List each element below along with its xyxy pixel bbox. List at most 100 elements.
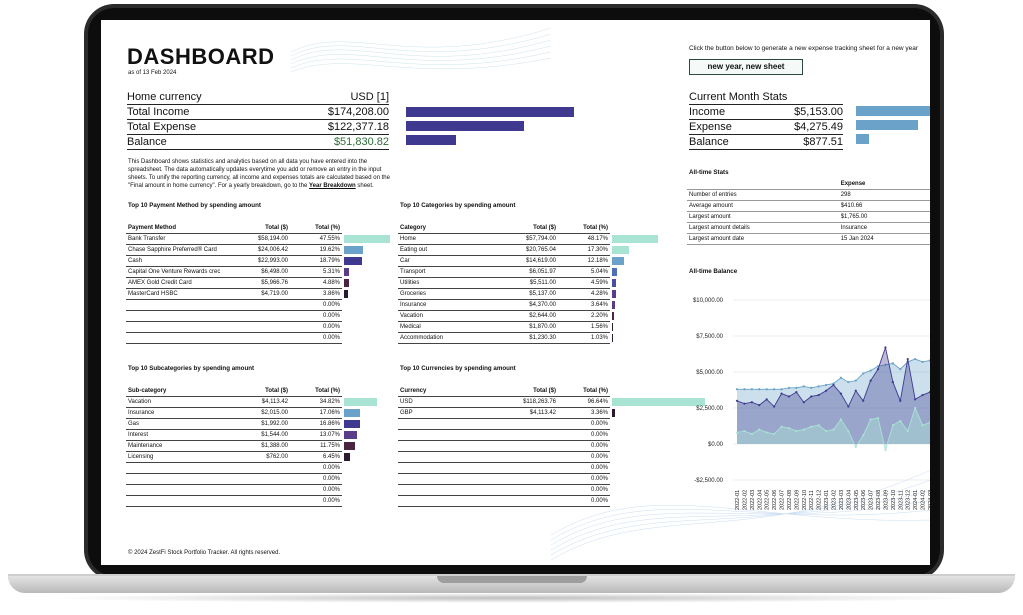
table-cell[interactable]: 0.00% [290,299,342,311]
table-cell[interactable]: Bank Transfer [126,233,248,245]
table-cell[interactable]: 0.00% [558,495,610,507]
table-cell[interactable]: $762.00 [248,451,290,463]
table-cell[interactable] [398,484,494,496]
table-cell[interactable]: $1,388.00 [248,440,290,452]
table-cell[interactable] [398,440,494,452]
table-cell[interactable] [126,321,248,333]
table-cell[interactable]: Utilities [398,277,494,289]
table-cell[interactable]: $1,544.00 [248,429,290,441]
table-cell[interactable] [248,495,290,507]
table-cell[interactable] [248,484,290,496]
table-cell[interactable]: Gas [126,418,248,430]
table-cell[interactable]: Vacation [398,310,494,322]
new-year-sheet-button[interactable]: new year, new sheet [689,59,803,75]
stats-value[interactable]: 15 Jan 2024 [838,233,930,245]
stats-value[interactable]: Insurance [838,222,930,234]
table-cell[interactable]: 4.28% [558,288,610,300]
table-cell[interactable] [126,310,248,322]
table-cell[interactable]: 0.00% [558,440,610,452]
table-cell[interactable]: 12.18% [558,255,610,267]
table-cell[interactable]: Transport [398,266,494,278]
table-cell[interactable] [248,473,290,485]
table-cell[interactable]: Capital One Venture Rewards crec [126,266,248,278]
table-cell[interactable] [248,332,290,344]
table-cell[interactable]: 0.00% [290,332,342,344]
table-cell[interactable]: 11.75% [290,440,342,452]
table-cell[interactable]: Accommodation [398,332,494,344]
table-cell[interactable] [126,495,248,507]
table-cell[interactable]: Car [398,255,494,267]
table-cell[interactable]: Licensing [126,451,248,463]
table-cell[interactable] [494,451,558,463]
table-cell[interactable]: 47.55% [290,233,342,245]
table-cell[interactable]: $20,765.04 [494,244,558,256]
table-cell[interactable]: 5.31% [290,266,342,278]
table-cell[interactable]: 5.04% [558,266,610,278]
table-cell[interactable]: $4,719.00 [248,288,290,300]
table-cell[interactable] [398,451,494,463]
table-cell[interactable]: $4,370.00 [494,299,558,311]
table-cell[interactable] [126,484,248,496]
table-cell[interactable]: 0.00% [290,473,342,485]
table-cell[interactable]: $4,113.42 [494,407,558,419]
table-cell[interactable]: Cash [126,255,248,267]
table-cell[interactable] [398,429,494,441]
stats-value[interactable]: 298 [838,189,930,201]
table-cell[interactable] [494,484,558,496]
table-cell[interactable]: Vacation [126,396,248,408]
table-cell[interactable]: $22,993.00 [248,255,290,267]
table-cell[interactable]: $1,992.00 [248,418,290,430]
table-cell[interactable]: Home [398,233,494,245]
table-cell[interactable] [494,440,558,452]
table-cell[interactable]: Groceries [398,288,494,300]
table-cell[interactable]: $57,794.00 [494,233,558,245]
table-cell[interactable]: 16.86% [290,418,342,430]
table-cell[interactable]: 3.36% [558,407,610,419]
table-cell[interactable]: $1,230.30 [494,332,558,344]
table-cell[interactable] [248,462,290,474]
table-cell[interactable]: 6.45% [290,451,342,463]
table-cell[interactable]: 2.20% [558,310,610,322]
table-cell[interactable] [398,473,494,485]
table-cell[interactable] [398,462,494,474]
table-cell[interactable]: $6,498.00 [248,266,290,278]
table-cell[interactable]: Insurance [398,299,494,311]
table-cell[interactable]: 1.03% [558,332,610,344]
table-cell[interactable]: 0.00% [290,484,342,496]
table-cell[interactable]: 13.07% [290,429,342,441]
table-cell[interactable]: $1,870.00 [494,321,558,333]
table-cell[interactable]: $14,619.00 [494,255,558,267]
table-cell[interactable]: $6,051.97 [494,266,558,278]
table-cell[interactable] [398,495,494,507]
table-cell[interactable]: 3.86% [290,288,342,300]
table-cell[interactable]: 34.82% [290,396,342,408]
home-currency-value[interactable]: USD [1] [350,91,389,103]
table-cell[interactable] [494,473,558,485]
table-cell[interactable]: 4.59% [558,277,610,289]
table-cell[interactable] [398,418,494,430]
table-cell[interactable]: 18.79% [290,255,342,267]
table-cell[interactable]: 0.00% [558,473,610,485]
table-cell[interactable]: 0.00% [558,429,610,441]
table-cell[interactable]: 48.17% [558,233,610,245]
table-cell[interactable] [248,310,290,322]
table-cell[interactable]: 0.00% [558,462,610,474]
table-cell[interactable]: 19.62% [290,244,342,256]
table-cell[interactable]: AMEX Gold Credit Card [126,277,248,289]
table-cell[interactable]: 0.00% [558,418,610,430]
table-cell[interactable]: $5,137.00 [494,288,558,300]
table-cell[interactable]: $118,263.76 [494,396,558,408]
table-cell[interactable]: GBP [398,407,494,419]
stats-value[interactable]: $1,765.00 [838,211,930,223]
table-cell[interactable] [248,299,290,311]
table-cell[interactable] [126,332,248,344]
table-cell[interactable]: $5,511.00 [494,277,558,289]
table-cell[interactable] [494,495,558,507]
table-cell[interactable]: 0.00% [290,462,342,474]
table-cell[interactable]: Medical [398,321,494,333]
table-cell[interactable] [494,429,558,441]
table-cell[interactable]: 4.88% [290,277,342,289]
year-breakdown-link[interactable]: Year Breakdown [309,183,356,189]
table-cell[interactable]: 0.00% [290,310,342,322]
table-cell[interactable]: USD [398,396,494,408]
